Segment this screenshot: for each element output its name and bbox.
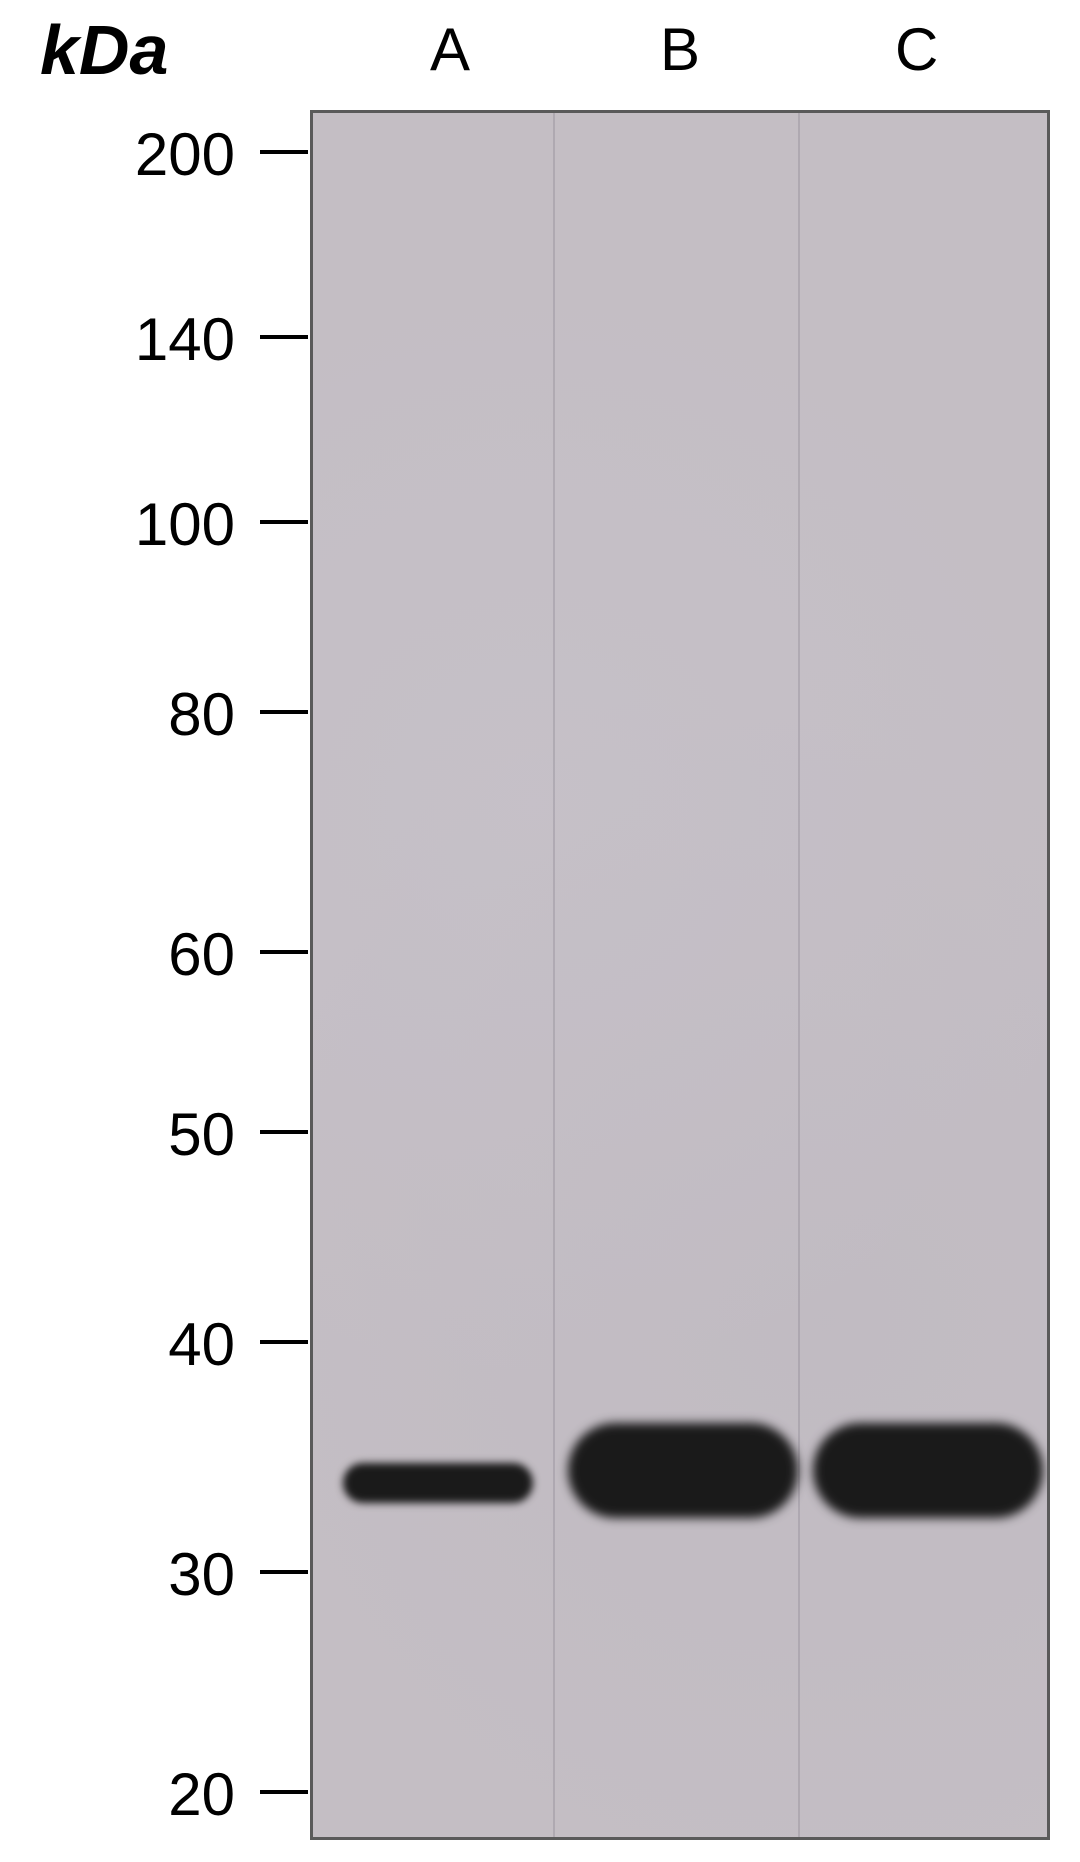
western-blot-figure: kDa A B C 200 140 100 80 60 50 40 30 20 [0,0,1080,1862]
lane-label-b: B [660,15,700,84]
tick-label-60: 60 [55,920,235,989]
tick-mark-20 [260,1790,308,1794]
tick-mark-50 [260,1130,308,1134]
tick-label-100: 100 [55,490,235,559]
band-lane-b [568,1423,798,1518]
tick-label-50: 50 [55,1100,235,1169]
blot-membrane [310,110,1050,1840]
tick-label-140: 140 [55,305,235,374]
tick-mark-140 [260,335,308,339]
tick-label-40: 40 [55,1310,235,1379]
tick-label-30: 30 [55,1540,235,1609]
tick-mark-80 [260,710,308,714]
tick-label-80: 80 [55,680,235,749]
tick-mark-40 [260,1340,308,1344]
lane-divider-2 [798,113,800,1837]
lane-divider-1 [553,113,555,1837]
band-lane-c [813,1423,1043,1518]
unit-label: kDa [40,10,168,90]
tick-mark-100 [260,520,308,524]
tick-label-200: 200 [55,120,235,189]
tick-mark-200 [260,150,308,154]
lane-label-c: C [895,15,938,84]
lane-label-a: A [430,15,470,84]
tick-label-20: 20 [55,1760,235,1829]
band-lane-a [343,1463,533,1503]
tick-mark-60 [260,950,308,954]
tick-mark-30 [260,1570,308,1574]
